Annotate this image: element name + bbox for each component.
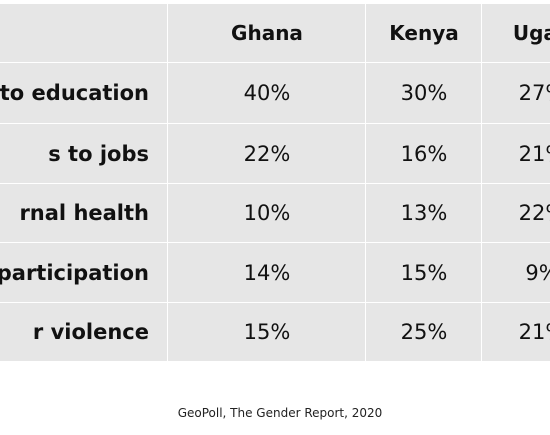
data-cell: 13% [400, 201, 448, 225]
row-divider [0, 62, 550, 63]
data-cell: 16% [400, 141, 448, 166]
table-row: rnal health 10% 13% 22% [0, 184, 550, 242]
table-row: s to education 40% 30% 27% [0, 63, 550, 123]
table-header-row: Ghana Kenya Ugan [0, 4, 550, 62]
data-cell: 27% [518, 81, 550, 105]
data-cell: 25% [400, 320, 448, 344]
row-label: r violence [32, 320, 149, 344]
row-divider [0, 242, 550, 243]
source-caption: GeoPoll, The Gender Report, 2020 [177, 406, 383, 420]
row-label: s to jobs [48, 141, 149, 166]
data-cell: 14% [243, 260, 291, 285]
column-divider [365, 4, 366, 361]
row-label: participation [0, 260, 149, 285]
row-divider [0, 302, 550, 303]
column-divider [481, 4, 482, 361]
data-cell: 40% [243, 81, 291, 105]
data-cell: 21% [518, 320, 550, 344]
row-label: rnal health [19, 201, 149, 225]
data-cell: 21% [518, 141, 550, 166]
row-divider [0, 123, 550, 124]
column-divider [167, 4, 168, 361]
data-cell: 15% [400, 260, 448, 285]
data-table: Ghana Kenya Ugan s to education 40% 30% … [0, 4, 550, 361]
row-divider [0, 183, 550, 184]
table-row: s to jobs 22% 16% 21% [0, 124, 550, 183]
column-header-uganda: Ugan [512, 21, 550, 45]
data-cell: 22% [243, 141, 291, 166]
header-label-cell [0, 4, 155, 62]
data-cell: 10% [243, 201, 291, 225]
data-cell: 9% [525, 260, 550, 285]
table-row: r violence 15% 25% 21% [0, 303, 550, 361]
data-cell: 22% [518, 201, 550, 225]
column-header-kenya: Kenya [389, 21, 459, 45]
data-cell: 30% [400, 81, 448, 105]
column-header-ghana: Ghana [231, 21, 303, 45]
row-label: s to education [0, 81, 149, 105]
data-cell: 15% [243, 320, 291, 344]
table-row: participation 14% 15% 9% [0, 243, 550, 302]
